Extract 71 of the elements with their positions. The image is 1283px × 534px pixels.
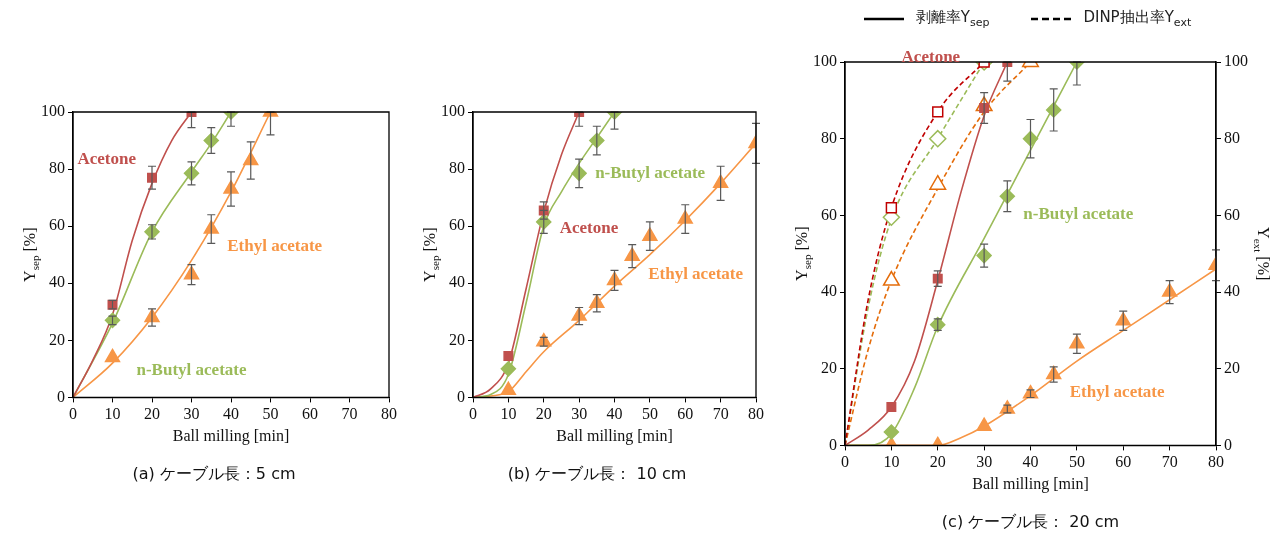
y2-tick-label: 20	[1224, 358, 1240, 376]
x-tick-label: 0	[469, 405, 477, 423]
y-tick-label: 0	[829, 435, 837, 453]
y-tick-label: 20	[449, 330, 465, 348]
x-tick-label: 20	[144, 405, 160, 423]
y-tick-label: 60	[449, 216, 465, 234]
y-axis-title: Ysep [%]	[793, 226, 813, 281]
y-tick-label: 60	[821, 205, 837, 223]
x-tick-label: 60	[677, 405, 694, 423]
y2-tick-label: 100	[1224, 52, 1248, 70]
y-tick-label: 100	[441, 102, 465, 120]
x-tick-label: 30	[976, 453, 993, 471]
x-tick-label: 10	[883, 453, 900, 471]
text: (a) ケーブル長：5 cm	[132, 463, 296, 483]
y-tick-label: 100	[41, 102, 65, 120]
x-tick-label: 0	[841, 453, 849, 471]
x-tick-label: 60	[302, 405, 318, 423]
y2-axis-title: Yext [%]	[1252, 227, 1272, 281]
legend-label: 剥離率Y$_{sep}$	[915, 8, 990, 29]
y2-tick-label: 0	[1224, 435, 1232, 453]
series-label: Ethyl acetate	[648, 263, 744, 283]
y-tick-label: 100	[813, 52, 837, 70]
text: (b) ケーブル長： 10 cm	[507, 463, 687, 483]
x-tick-label: 40	[223, 405, 239, 423]
y-tick-label: 80	[49, 159, 65, 177]
y-tick-label: 0	[57, 387, 65, 405]
x-tick-label: 50	[262, 405, 279, 423]
y-tick-label: 60	[49, 216, 65, 234]
y2-tick-label: 80	[1224, 128, 1240, 146]
x-tick-label: 70	[712, 405, 729, 423]
x-tick-label: 0	[69, 405, 77, 423]
x-tick-label: 40	[1022, 453, 1039, 471]
x-tick-label: 50	[1068, 453, 1085, 471]
y-tick-label: 80	[821, 128, 837, 146]
series-label: Ethyl acetate	[1069, 381, 1166, 401]
y-tick-label: 20	[49, 330, 65, 348]
y-tick-label: 20	[821, 358, 837, 376]
legend-label: DINP抽出率Y$_{ext}$	[1083, 8, 1192, 29]
y-tick-label: 40	[49, 273, 65, 291]
series-label: Ethyl acetate	[227, 236, 323, 256]
x-tick-label: 30	[571, 405, 588, 423]
y-tick-label: 40	[449, 273, 465, 291]
x-tick-label: 70	[341, 405, 358, 423]
series-label: n-Butyl acetate	[595, 162, 706, 182]
series-label: n-Butyl acetate	[1023, 203, 1134, 223]
series-label: Acetone	[77, 149, 137, 169]
x-tick-label: 20	[535, 405, 552, 423]
x-tick-label: 50	[641, 405, 658, 423]
x-tick-label: 80	[381, 405, 397, 423]
text: n-Butyl acetate	[136, 359, 247, 379]
x-axis-title: Ball milling [min]	[172, 427, 290, 446]
x-tick-label: 20	[929, 453, 946, 471]
y2-tick-label: 40	[1224, 282, 1240, 300]
y-tick-label: 40	[821, 282, 837, 300]
y2-tick-label: 60	[1224, 205, 1240, 223]
x-axis-title: Ball milling [min]	[972, 475, 1089, 494]
text: (c) ケーブル長： 20 cm	[941, 511, 1120, 531]
y-axis-title: Ysep [%]	[421, 227, 441, 282]
x-tick-label: 40	[606, 405, 623, 423]
x-tick-label: 60	[1115, 453, 1132, 471]
x-tick-label: 10	[500, 405, 517, 423]
x-tick-label: 80	[1208, 453, 1224, 471]
x-tick-label: 10	[104, 405, 121, 423]
y-tick-label: 0	[457, 387, 465, 405]
y-tick-label: 80	[449, 159, 465, 177]
y-axis-title: Ysep [%]	[21, 227, 41, 282]
x-axis-title: Ball milling [min]	[556, 427, 673, 446]
x-tick-label: 80	[748, 405, 764, 423]
series-label: Acetone	[559, 217, 619, 237]
x-tick-label: 30	[183, 405, 200, 423]
x-tick-label: 70	[1161, 453, 1178, 471]
